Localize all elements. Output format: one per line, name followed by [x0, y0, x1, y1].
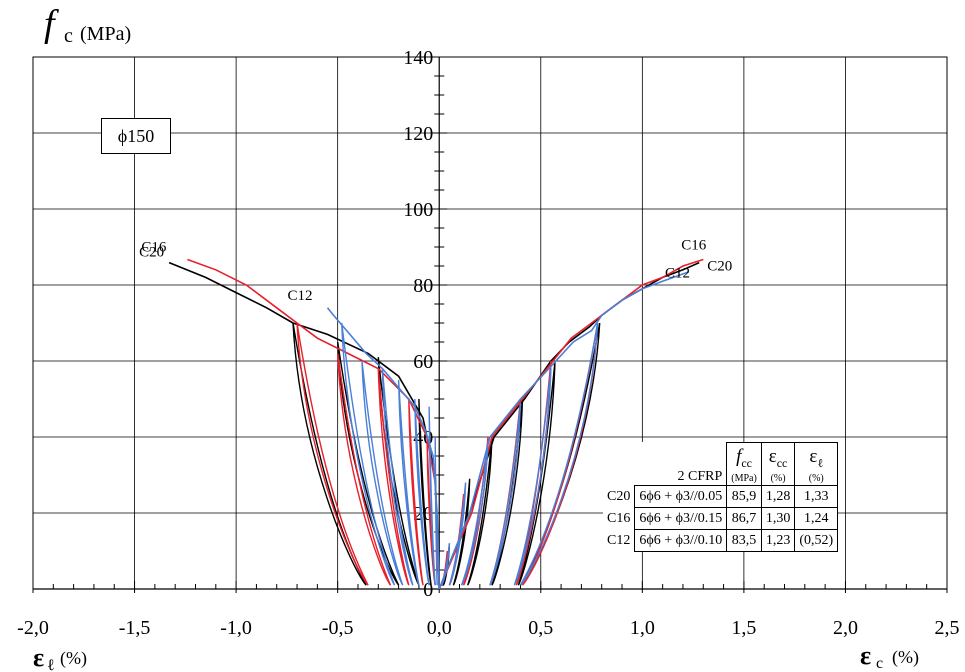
row-name: C16	[607, 510, 631, 526]
x-axis-right-unit: (%)	[892, 647, 919, 668]
row-fcc: 83,5	[726, 529, 762, 552]
y-axis-title: f c (MPa)	[44, 3, 131, 47]
row-el: 1,24	[794, 507, 839, 530]
series-loop-right	[519, 322, 601, 586]
series-loop-right	[467, 436, 493, 586]
x-axis-title-left: ε ℓ (%)	[33, 643, 87, 672]
y-tick-label: 0	[423, 579, 433, 601]
series-loop-left	[428, 406, 436, 586]
row-config: 6ϕ6 + ϕ3//0.05	[634, 485, 728, 508]
series-label-left-C12: C12	[288, 288, 313, 304]
series-loop-right	[519, 322, 599, 586]
row-config: 6ϕ6 + ϕ3//0.10	[634, 529, 728, 552]
series-loop-right	[489, 398, 522, 586]
table-row: C16 6ϕ6 + ϕ3//0.15 86,7 1,30 1,24	[603, 507, 839, 530]
series-loop-left	[414, 398, 430, 586]
series-loop-right	[448, 482, 467, 586]
series-loop-right	[489, 402, 522, 586]
series-loop-right	[440, 543, 451, 586]
series-label-right-C16: C16	[681, 238, 707, 254]
row-el: (0,52)	[794, 529, 839, 552]
series-envelope-right	[438, 258, 704, 590]
row-ecc: 1,30	[760, 507, 796, 530]
table-group-label: 2 CFRP	[677, 469, 723, 484]
x-tick-label: 2,0	[833, 617, 858, 639]
x-tick-label: 1,0	[630, 617, 655, 639]
y-tick-label: 100	[403, 199, 433, 221]
y-axis-title-unit: (MPa)	[80, 23, 131, 45]
row-name: C12	[607, 532, 631, 548]
row-fcc: 85,9	[726, 485, 762, 508]
col-header-fcc: fcc	[726, 442, 762, 471]
specimen-label-box: ϕ150	[101, 118, 171, 154]
results-table: 2 CFRP fcc εcc εℓ (MPa) (%) (%) C20 6ϕ6 …	[603, 442, 839, 552]
x-axis-left-sub: ℓ	[47, 657, 55, 672]
x-tick-label: -1,5	[119, 617, 151, 639]
series-curves	[168, 258, 704, 590]
series-loop-right	[521, 322, 599, 586]
series-loop-left	[292, 322, 367, 586]
row-ecc: 1,28	[760, 485, 796, 508]
y-axis-title-symbol: f	[44, 3, 59, 45]
row-fcc: 86,7	[726, 507, 762, 530]
series-envelope-left	[187, 258, 440, 590]
y-axis-title-sub: c	[64, 25, 73, 47]
y-tick-label: 140	[403, 47, 433, 69]
x-tick-label: -1,0	[220, 617, 252, 639]
series-C12	[326, 270, 690, 590]
x-tick-label: 2,5	[935, 617, 960, 639]
series-label-left-C16: C16	[141, 240, 167, 256]
col-unit-ecc: (%)	[760, 471, 796, 486]
col-unit-el: (%)	[794, 471, 839, 486]
series-loop-right	[513, 368, 552, 586]
series-label-right-C12: C12	[665, 266, 690, 282]
series-loop-left	[434, 436, 438, 586]
series-loop-left	[296, 322, 369, 586]
x-tick-label: 1,5	[731, 617, 756, 639]
series-loop-left	[408, 398, 424, 586]
series-loop-right	[517, 360, 556, 586]
y-tick-label: 120	[403, 123, 433, 145]
series-loop-left	[418, 398, 432, 586]
series-loop-left	[377, 368, 410, 586]
specimen-label: ϕ150	[117, 125, 155, 146]
x-axis-title-right: ε c (%)	[860, 641, 919, 672]
series-loop-left	[397, 379, 420, 586]
x-axis-left-symbol: ε	[33, 643, 44, 672]
y-tick-label: 60	[413, 351, 433, 373]
row-ecc: 1,23	[760, 529, 796, 552]
series-loop-right	[515, 360, 552, 586]
x-axis-right-symbol: ε	[860, 641, 871, 670]
series-loop-right	[460, 440, 489, 586]
x-axis-left-unit: (%)	[60, 648, 87, 669]
table-header-row: 2 CFRP fcc εcc εℓ	[603, 442, 839, 484]
x-tick-label: 0,0	[427, 617, 452, 639]
table-row: C20 6ϕ6 + ϕ3//0.05 85,9 1,28 1,33	[603, 485, 839, 508]
row-el: 1,33	[794, 485, 839, 508]
x-tick-label: -0,5	[322, 617, 354, 639]
table-row: C12 6ϕ6 + ϕ3//0.10 83,5 1,23 (0,52)	[603, 529, 839, 552]
row-config: 6ϕ6 + ϕ3//0.15	[634, 507, 728, 530]
series-label-left-C20: C20	[139, 245, 164, 261]
y-tick-label: 80	[413, 275, 433, 297]
x-tick-label: 0,5	[528, 617, 553, 639]
series-loop-left	[337, 353, 392, 586]
series-loop-left	[381, 368, 414, 586]
series-label-right-C20: C20	[707, 259, 732, 275]
col-header-ecc: εcc	[760, 442, 796, 471]
series-loop-left	[341, 322, 396, 586]
x-tick-label: -2,0	[17, 617, 49, 639]
row-name: C20	[607, 488, 631, 504]
x-axis-right-sub: c	[876, 655, 883, 672]
col-header-el: εℓ	[794, 442, 839, 471]
series-loop-left	[361, 360, 404, 586]
col-unit-fcc: (MPa)	[726, 471, 762, 486]
